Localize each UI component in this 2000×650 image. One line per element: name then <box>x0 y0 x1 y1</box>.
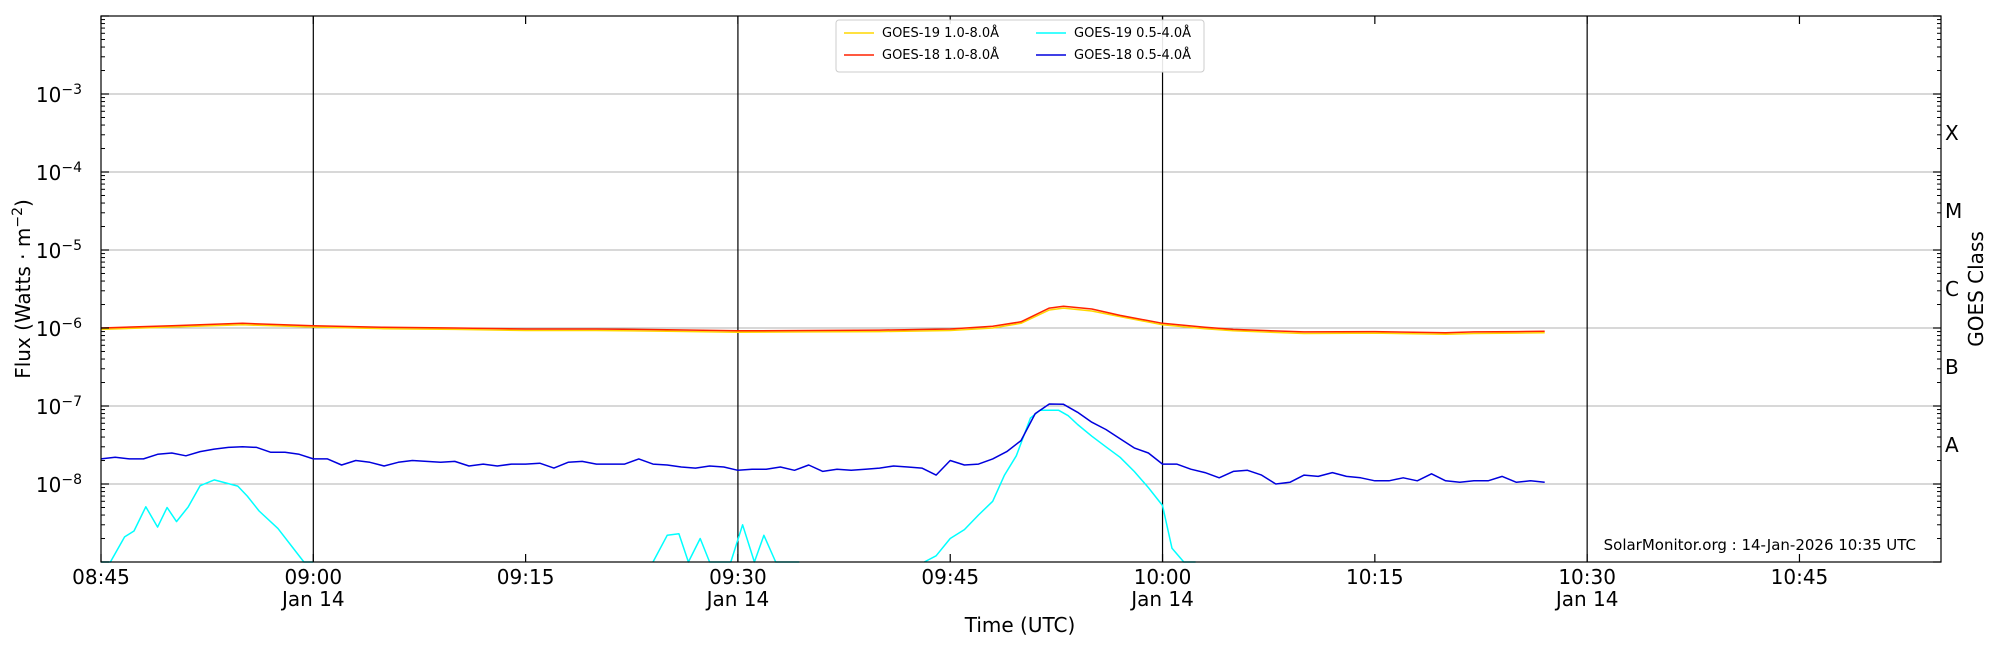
goes-class-labels: A B C M X <box>1945 121 1962 457</box>
y-tick-base: 10 <box>36 317 61 341</box>
y-tick-exponent: −6 <box>61 316 82 332</box>
plot-area-frame <box>100 15 1942 563</box>
y-tick-exponent: −5 <box>61 238 82 254</box>
x-tick-date-label: Jan 14 <box>280 587 345 611</box>
series-line-goes-18-0-5-4-0 <box>100 403 1545 485</box>
y-tick-label: 10−8 <box>36 472 82 497</box>
y-tick-label: 10−5 <box>36 238 82 263</box>
x-tick-date-label: Jan 14 <box>705 587 770 611</box>
x-tick-date-label: Jan 14 <box>1129 587 1194 611</box>
series-layer <box>100 305 1545 563</box>
y-axis-title-exponent: −2 <box>10 207 26 228</box>
y-axis-title: Flux (Watts · m−2) <box>10 199 35 379</box>
series-line-goes-18-1-0-8-0 <box>100 305 1545 334</box>
x-tick-label: 08:45 <box>72 565 130 589</box>
goes-class-axis-title: GOES Class <box>1964 231 1988 347</box>
y-axis-title-base: Flux (Watts · m <box>11 228 35 379</box>
goes-class-label: B <box>1945 355 1959 379</box>
goes-class-label: X <box>1945 121 1959 145</box>
legend: GOES-19 1.0-8.0Å GOES-18 1.0-8.0Å GOES-19 … <box>835 19 1205 73</box>
y-tick-exponent: −4 <box>61 160 82 176</box>
legend-entry-label: GOES-19 0.5-4.0Å <box>1074 25 1191 41</box>
y-tick-base: 10 <box>36 473 61 497</box>
legend-entry-label: GOES-18 0.5-4.0Å <box>1074 47 1191 63</box>
x-tick-label: 10:00 <box>1134 565 1192 589</box>
legend-entry-label: GOES-19 1.0-8.0Å <box>882 25 999 41</box>
y-tick-label: 10−6 <box>36 316 82 341</box>
y-tick-base: 10 <box>36 161 61 185</box>
y-axis-ticks: 10−810−710−610−510−410−3 <box>36 15 1941 563</box>
x-tick-label: 09:30 <box>709 565 767 589</box>
x-tick-label: 10:15 <box>1346 565 1404 589</box>
credit-text: SolarMonitor.org : 14-Jan-2026 10:35 UTC <box>1604 536 1916 554</box>
x-axis-title: Time (UTC) <box>964 613 1076 637</box>
y-tick-base: 10 <box>36 83 61 107</box>
goes-class-label: C <box>1945 277 1959 301</box>
x-tick-label: 10:45 <box>1771 565 1829 589</box>
goes-class-label: A <box>1945 433 1959 457</box>
y-tick-exponent: −8 <box>61 472 82 488</box>
goes-class-label: M <box>1945 199 1962 223</box>
day-marker-lines <box>312 16 1588 562</box>
x-tick-label: 09:00 <box>284 565 342 589</box>
y-tick-base: 10 <box>36 395 61 419</box>
y-tick-exponent: −7 <box>61 394 82 410</box>
legend-box <box>835 19 1205 73</box>
y-axis-title-close: ) <box>11 199 35 207</box>
y-tick-label: 10−7 <box>36 394 82 419</box>
x-tick-label: 09:45 <box>921 565 979 589</box>
x-tick-label: 10:30 <box>1558 565 1616 589</box>
series-line-goes-19-0-5-4-0 <box>101 479 314 563</box>
y-tick-label: 10−3 <box>36 82 82 107</box>
x-tick-label: 09:15 <box>497 565 555 589</box>
series-line-goes-19-0-5-4-0 <box>923 409 1196 563</box>
y-tick-exponent: −3 <box>61 82 82 98</box>
x-tick-date-label: Jan 14 <box>1554 587 1619 611</box>
series-line-goes-19-1-0-8-0 <box>100 307 1545 336</box>
legend-entry-label: GOES-18 1.0-8.0Å <box>882 47 999 63</box>
y-tick-label: 10−4 <box>36 160 82 185</box>
y-tick-base: 10 <box>36 239 61 263</box>
